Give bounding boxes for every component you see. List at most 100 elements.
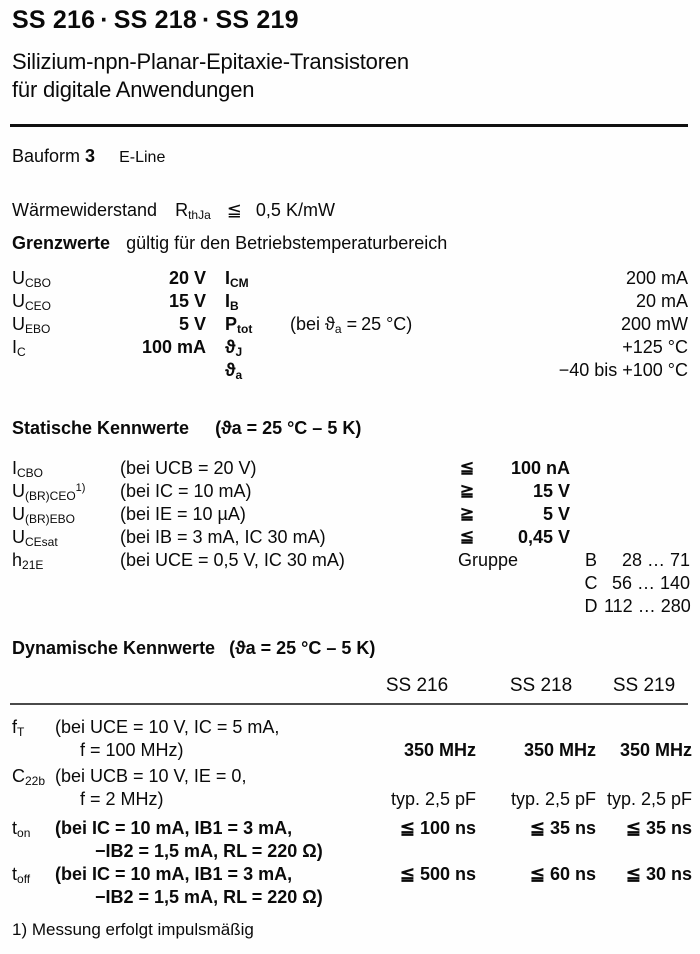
group-range-d: 112 … 280	[604, 596, 691, 616]
dynamic-condition-ton-line1: (bei IC = 10 mA, IB1 = 3 mA,	[55, 818, 293, 838]
limit-value-ib: 20 mA	[635, 291, 688, 311]
dynamic-value-ft-ss219: 350 MHz	[619, 740, 692, 760]
dynamic-symbol-c22b: C22b	[12, 766, 46, 788]
package-name: E-Line	[119, 149, 166, 166]
static-sym-footnote-ref: 1)	[75, 482, 86, 494]
thermal-symbol: R	[175, 200, 189, 220]
dynamic-value-toff-ss218: ≦ 60 ns	[529, 864, 596, 884]
dynamic-value-ton-ss218: ≦ 35 ns	[529, 818, 596, 838]
limits-heading-rest: gültig für den Betriebstemperaturbereich	[126, 233, 448, 253]
type-ss216: SS 216	[12, 6, 96, 34]
package-row: Bauform 3 E-Line	[12, 146, 165, 167]
static-operator-ucesat: ≦	[459, 527, 475, 546]
static-symbol-h21e: h21E	[12, 550, 43, 572]
dynamic-heading: Dynamische Kennwerte (ϑa = 25 °C – 5 K)	[12, 638, 375, 659]
limit-symbol-theta-a: ϑa	[225, 360, 242, 382]
package-label: Bauform	[12, 146, 81, 166]
dynamic-value-toff-ss219: ≦ 30 ns	[625, 864, 692, 884]
divider-top	[10, 124, 688, 127]
static-symbol-icbo: ICBO	[12, 458, 43, 480]
static-heading: Statische Kennwerte (ϑa = 25 °C – 5 K)	[12, 418, 361, 439]
static-value-ubrceo: 15 V	[532, 481, 570, 501]
title-separator-2: ·	[201, 6, 211, 34]
static-sym-sub: (BR)EBO	[25, 512, 76, 526]
dynamic-value-c22b-ss218: typ. 2,5 pF	[510, 789, 596, 809]
subtitle-line-2: für digitale Anwendungen	[12, 77, 255, 102]
column-header-ss219: SS 219	[612, 675, 676, 696]
title-separator-1: ·	[100, 6, 109, 34]
static-condition-ucesat: (bei IB = 3 mA, IC 30 mA)	[120, 527, 326, 547]
limit-symbol-ib: IB	[225, 291, 239, 313]
limit-sym-sub: CM	[230, 276, 249, 290]
type-ss219: SS 219	[215, 6, 299, 34]
static-symbol-ubrceo: U(BR)CEO1)	[12, 481, 85, 503]
static-value-icbo: 100 nA	[510, 458, 570, 478]
group-label: Gruppe	[458, 550, 519, 570]
limit-value-ptot: 200 mW	[620, 314, 688, 334]
package-number: 3	[85, 146, 96, 166]
dynamic-heading-condition: (ϑa = 25 °C – 5 K)	[229, 638, 376, 658]
limit-symbol-ic: IC	[12, 337, 26, 359]
static-symbol-ucesat: UCEsat	[12, 527, 58, 549]
group-letter-c: C	[584, 573, 598, 593]
static-heading-condition: (ϑa = 25 °C – 5 K)	[215, 418, 362, 438]
dynamic-condition-toff-line1: (bei IC = 10 mA, IB1 = 3 mA,	[55, 864, 293, 884]
dynamic-value-toff-ss216: ≦ 500 ns	[399, 864, 476, 884]
limit-sym-sub: B	[230, 299, 239, 313]
limit-sym-sub: CEO	[25, 299, 52, 313]
limit-sym-base: U	[12, 314, 25, 334]
dynamic-value-ft-ss218: 350 MHz	[523, 740, 596, 760]
dynamic-symbol-toff: toff	[12, 864, 31, 886]
limits-heading: Grenzwerte gültig für den Betriebstemper…	[12, 233, 447, 254]
subtitle-line-1: Silizium-npn-Planar-Epitaxie-Transistore…	[12, 49, 409, 74]
static-sym-sub: CEsat	[25, 535, 58, 549]
limit-sym-base: ϑ	[225, 337, 236, 357]
limit-symbol-ptot: Ptot	[225, 314, 252, 336]
dynamic-value-ton-ss219: ≦ 35 ns	[625, 818, 692, 838]
static-operator-ubrceo: ≧	[459, 481, 475, 500]
page-title: SS 216 · SS 218 · SS 219	[12, 6, 299, 35]
column-header-ss218: SS 218	[509, 675, 573, 696]
dynamic-condition-c22b-line2: f = 2 MHz)	[80, 789, 164, 809]
static-operator-icbo: ≦	[459, 458, 475, 477]
static-condition-icbo: (bei UCB = 20 V)	[120, 458, 257, 478]
static-sym-base: U	[12, 481, 25, 501]
static-sym-sub: 21E	[22, 558, 44, 572]
limits-heading-bold: Grenzwerte	[12, 233, 111, 253]
limit-sym-base: P	[225, 314, 238, 334]
limit-condition-ptot: (bei ϑa = 25 °C)	[290, 314, 413, 336]
static-sym-base: I	[12, 458, 18, 478]
static-operator-ubrebo: ≧	[459, 504, 475, 523]
thermal-resistance-row: Wärmewiderstand RthJa ≦ 0,5 K/mW	[12, 200, 335, 222]
thermal-symbol-subscript: thJa	[188, 208, 211, 222]
limit-sym-sub: J	[235, 345, 243, 359]
dynamic-condition-ft-line1: (bei UCE = 10 V, IC = 5 mA,	[55, 717, 280, 737]
limit-symbol-uebo: UEBO	[12, 314, 50, 336]
limit-symbol-theta-j: ϑJ	[225, 337, 242, 359]
dynamic-value-ft-ss216: 350 MHz	[403, 740, 476, 760]
static-symbol-ubrebo: U(BR)EBO	[12, 504, 75, 526]
dynamic-value-c22b-ss219: typ. 2,5 pF	[606, 789, 692, 809]
dynamic-condition-ton-line2: −IB2 = 1,5 mA, RL = 220 Ω)	[95, 841, 323, 861]
limit-sym-sub: CBO	[25, 276, 52, 290]
limit-value-ucbo: 20 V	[168, 268, 206, 288]
type-ss218: SS 218	[113, 6, 197, 34]
dynamic-value-c22b-ss216: typ. 2,5 pF	[390, 789, 476, 809]
static-value-ubrebo: 5 V	[542, 504, 570, 524]
limit-sym-sub: a	[235, 368, 243, 382]
limit-sym-sub: C	[17, 345, 26, 359]
dynamic-condition-ft-line2: f = 100 MHz)	[80, 740, 184, 760]
limit-value-uebo: 5 V	[178, 314, 206, 334]
dynamic-heading-label: Dynamische Kennwerte	[12, 638, 216, 658]
static-sym-base: U	[12, 504, 25, 524]
group-letter-d: D	[584, 596, 598, 616]
static-sym-sub: CBO	[17, 466, 44, 480]
dynamic-value-ton-ss216: ≦ 100 ns	[399, 818, 476, 838]
static-condition-ubrebo: (bei IE = 10 µA)	[120, 504, 246, 524]
limit-value-uceo: 15 V	[168, 291, 206, 311]
limit-sym-base: ϑ	[225, 360, 236, 380]
limit-sym-base: U	[12, 268, 25, 288]
group-letter-b: B	[584, 550, 597, 570]
limit-sym-base: I	[225, 268, 231, 288]
